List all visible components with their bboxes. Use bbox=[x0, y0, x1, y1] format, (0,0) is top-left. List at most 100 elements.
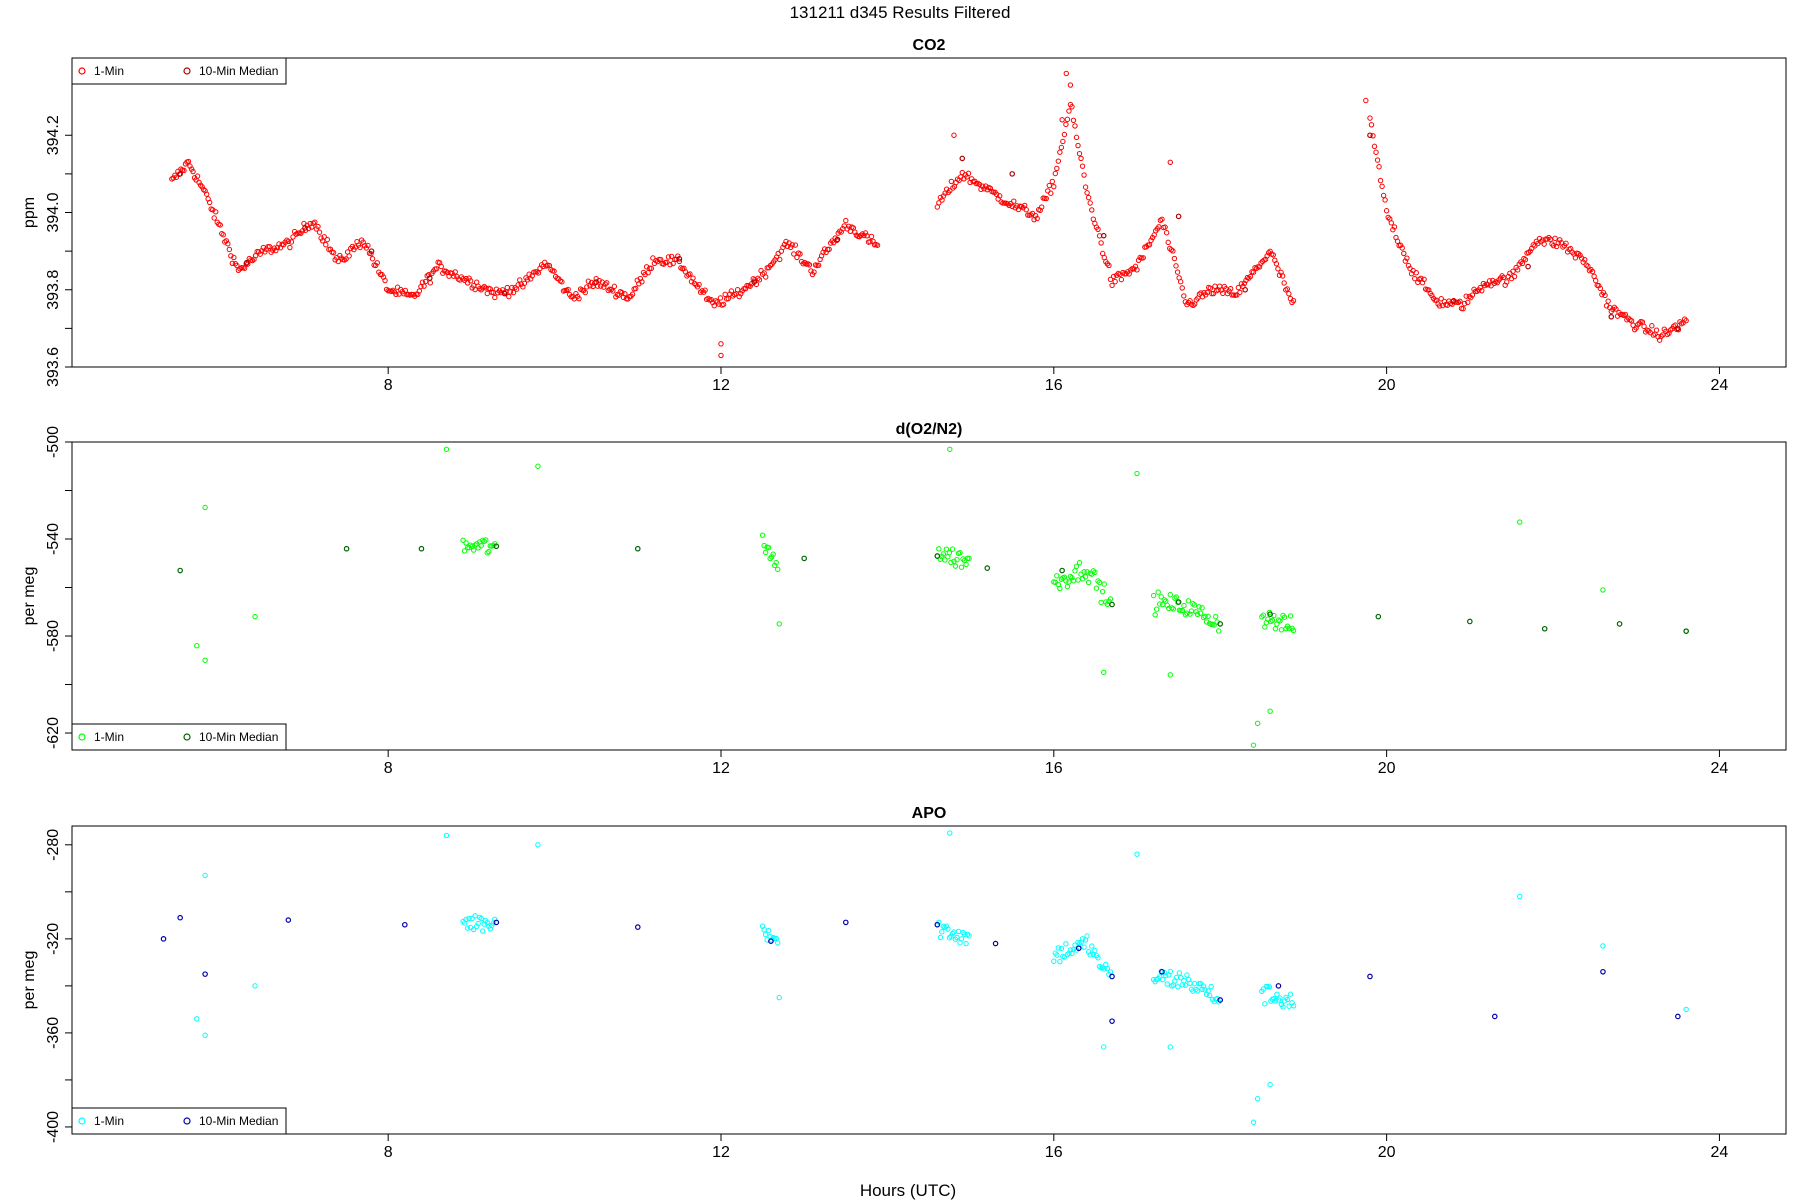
point-1min bbox=[194, 173, 201, 179]
point-1min bbox=[1069, 575, 1075, 581]
point-1min bbox=[1081, 172, 1087, 178]
legend-label: 1-Min bbox=[94, 730, 124, 744]
point-10min-median bbox=[160, 936, 167, 942]
point-1min bbox=[862, 230, 869, 236]
point-1min bbox=[194, 643, 200, 649]
point-1min bbox=[1405, 262, 1412, 269]
point-1min bbox=[460, 276, 466, 282]
point-1min bbox=[1591, 273, 1597, 279]
point-1min bbox=[1613, 306, 1619, 312]
x-tick-label: 24 bbox=[1711, 1144, 1729, 1161]
point-1min bbox=[1267, 1081, 1273, 1088]
point-1min bbox=[1641, 323, 1647, 330]
point-1min bbox=[964, 931, 971, 937]
legend-box bbox=[71, 1107, 287, 1135]
point-1min bbox=[1504, 279, 1510, 285]
point-1min bbox=[1104, 965, 1111, 972]
point-1min bbox=[1552, 235, 1558, 242]
point-1min bbox=[775, 940, 781, 946]
y-tick-label: 394.0 bbox=[45, 192, 62, 232]
point-1min bbox=[202, 657, 208, 663]
point-1min bbox=[1073, 134, 1080, 141]
point-1min bbox=[225, 241, 231, 247]
chart-panel: CO2 ppm 8 12 16 20 24 393.6 393.8 394.0 394.2 1-Min… bbox=[21, 37, 1787, 394]
point-1min bbox=[1034, 215, 1040, 222]
point-1min bbox=[767, 555, 773, 562]
point-1min bbox=[1185, 598, 1192, 604]
point-1min bbox=[234, 262, 240, 269]
y-tick-label: -360 bbox=[45, 1017, 62, 1049]
point-1min bbox=[515, 282, 521, 288]
point-1min bbox=[868, 233, 875, 240]
point-1min bbox=[510, 289, 517, 296]
point-1min bbox=[1207, 285, 1214, 291]
point-1min bbox=[718, 352, 724, 359]
point-1min bbox=[1277, 995, 1283, 1001]
legend-label: 10-Min Median bbox=[199, 64, 278, 78]
point-1min bbox=[202, 872, 208, 879]
point-1min bbox=[1174, 269, 1181, 275]
point-1min bbox=[1284, 286, 1290, 292]
point-1min bbox=[762, 931, 769, 938]
point-1min bbox=[1093, 585, 1100, 591]
y-axis-label: per meg bbox=[21, 567, 38, 626]
point-1min bbox=[1388, 220, 1395, 226]
point-1min bbox=[1146, 242, 1153, 248]
point-1min bbox=[1073, 563, 1080, 570]
point-1min bbox=[1170, 248, 1176, 254]
y-tick-label: 393.6 bbox=[45, 347, 62, 387]
point-1min bbox=[725, 295, 731, 302]
point-1min bbox=[1163, 230, 1170, 236]
point-1min bbox=[1519, 260, 1526, 267]
y-tick-label: -500 bbox=[45, 426, 62, 458]
point-1min bbox=[1272, 998, 1279, 1004]
point-1min bbox=[1274, 991, 1280, 998]
point-10min-median bbox=[1267, 611, 1273, 617]
point-10min-median bbox=[1491, 1013, 1498, 1020]
point-1min bbox=[1438, 296, 1444, 302]
x-tick-label: 8 bbox=[384, 760, 393, 777]
point-1min bbox=[226, 246, 233, 253]
legend-marker bbox=[183, 733, 191, 741]
point-1min bbox=[823, 249, 829, 256]
point-1min bbox=[1204, 289, 1210, 296]
point-1min bbox=[1070, 117, 1077, 123]
point-1min bbox=[1177, 279, 1184, 285]
point-10min-median bbox=[177, 567, 183, 574]
point-1min bbox=[1179, 607, 1186, 614]
point-1min bbox=[1649, 323, 1655, 329]
point-1min bbox=[1046, 182, 1052, 189]
point-1min bbox=[773, 559, 779, 566]
point-1min bbox=[480, 285, 486, 291]
point-1min bbox=[943, 923, 950, 929]
point-1min bbox=[775, 566, 781, 573]
point-1min bbox=[194, 1016, 200, 1022]
point-1min bbox=[1237, 289, 1243, 296]
point-1min bbox=[602, 281, 608, 287]
point-1min bbox=[1157, 974, 1163, 980]
point-1min bbox=[1636, 320, 1643, 326]
point-10min-median bbox=[676, 256, 683, 262]
point-1min bbox=[1635, 322, 1641, 328]
point-1min bbox=[1164, 981, 1170, 987]
point-1min bbox=[759, 532, 766, 538]
point-1min bbox=[947, 187, 953, 194]
point-1min bbox=[1397, 242, 1404, 248]
point-1min bbox=[422, 278, 429, 285]
legend-box bbox=[71, 723, 287, 751]
point-1min bbox=[492, 294, 498, 301]
point-1min bbox=[1600, 587, 1606, 593]
point-1min bbox=[305, 225, 312, 232]
point-1min bbox=[1187, 611, 1193, 617]
point-1min bbox=[1463, 293, 1469, 299]
point-1min bbox=[1205, 613, 1211, 619]
point-1min bbox=[1089, 207, 1095, 213]
point-1min bbox=[1181, 602, 1187, 609]
point-1min bbox=[372, 262, 379, 269]
point-1min bbox=[1184, 610, 1190, 616]
plot-frame bbox=[71, 825, 1787, 1135]
point-1min bbox=[1262, 1001, 1268, 1007]
point-1min bbox=[773, 935, 779, 942]
legend-box bbox=[71, 57, 287, 85]
point-1min bbox=[1101, 966, 1107, 972]
